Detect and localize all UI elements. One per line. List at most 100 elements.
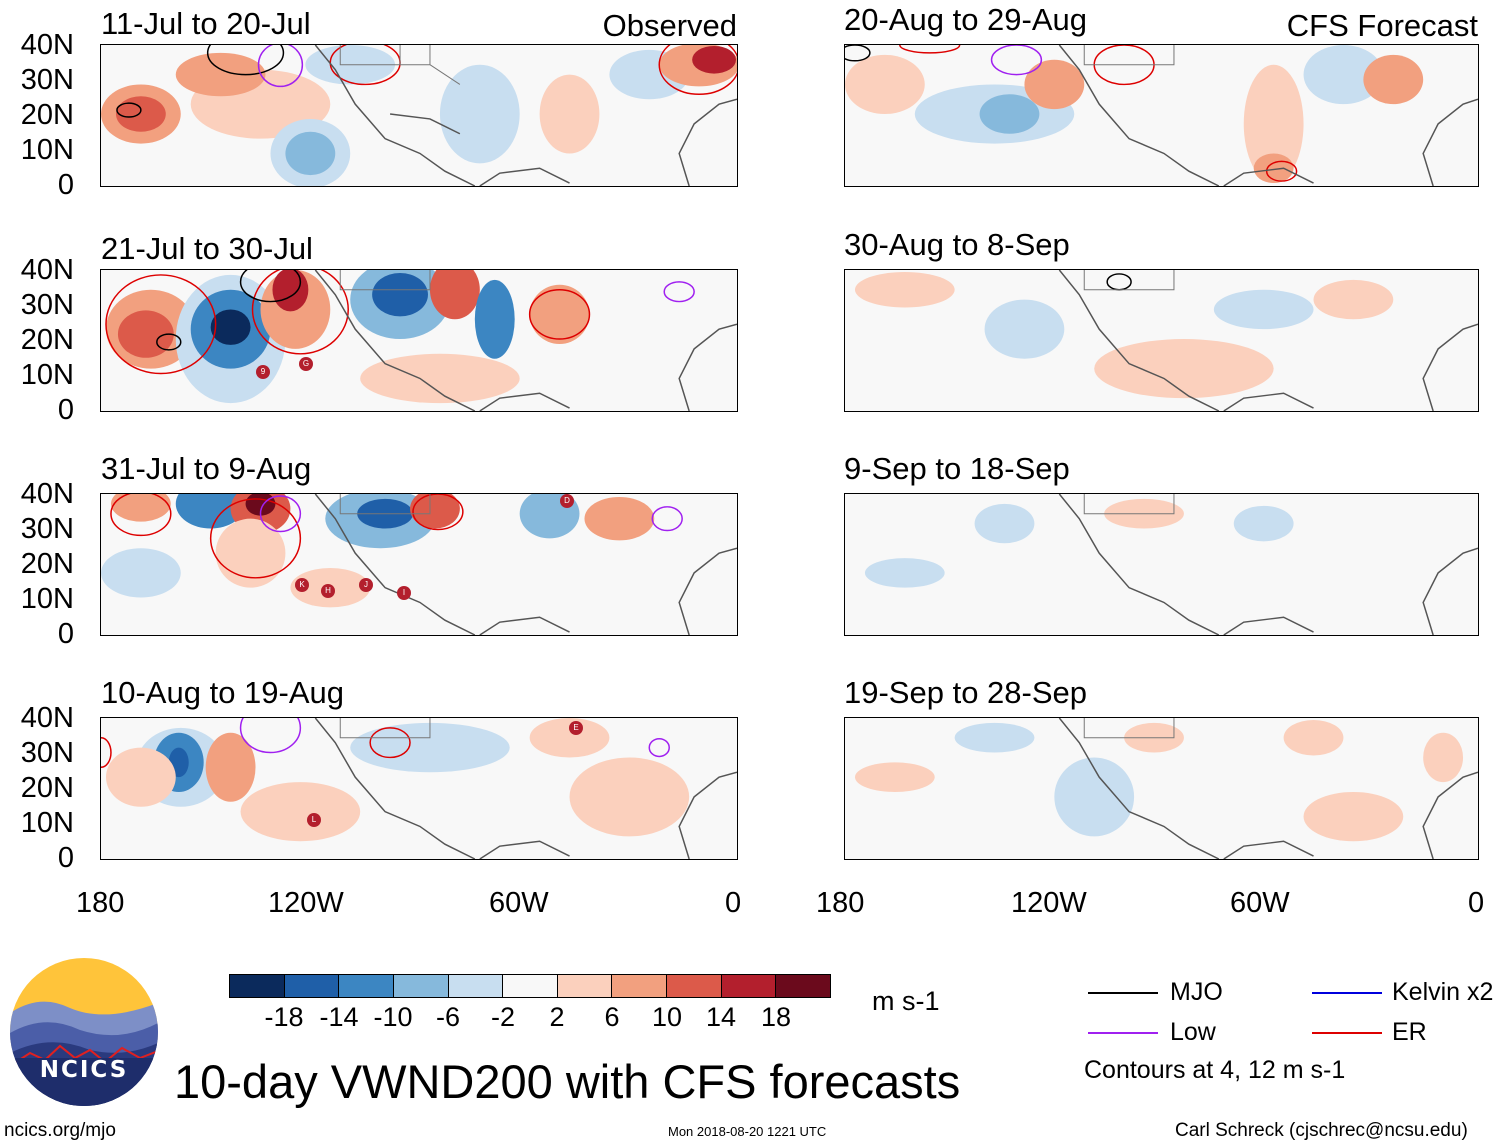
colorbar-swatch	[612, 975, 668, 997]
colorbar-tick: -10	[373, 1002, 413, 1032]
lat-tick: 30N	[20, 513, 74, 545]
panel-title-5: 20-Aug to 29-Aug	[844, 2, 1088, 37]
lat-tick: 20N	[20, 772, 74, 804]
colorbar-swatch	[503, 975, 558, 997]
lon-tick: 60W	[489, 887, 549, 919]
legend-label-er: ER	[1392, 1018, 1427, 1046]
lon-tick: 120W	[268, 887, 344, 919]
lon-tick: 180	[76, 887, 125, 919]
lat-tick: 10N	[20, 807, 74, 839]
colorbar-tick: -6	[435, 1002, 461, 1032]
observed-label: Observed	[602, 8, 737, 43]
storm-label: H	[325, 586, 331, 595]
storm-marker-i: I	[397, 586, 411, 600]
legend-line-er	[1312, 1032, 1382, 1034]
storm-label: L	[311, 815, 317, 824]
cfs-forecast-label: CFS Forecast	[1286, 8, 1478, 43]
lon-tick: 120W	[1011, 887, 1087, 919]
storm-marker-e: E	[569, 721, 583, 735]
map-panel-forecast-2	[844, 269, 1479, 412]
colorbar-swatch	[339, 975, 394, 997]
lat-tick: 30N	[20, 289, 74, 321]
legend-label-mjo: MJO	[1170, 978, 1223, 1006]
legend-label-kelvin: Kelvin x2	[1392, 978, 1494, 1006]
lon-tick: 0	[1468, 887, 1485, 919]
panel-title-7: 9-Sep to 18-Sep	[844, 451, 1070, 486]
lon-tick: 60W	[1230, 887, 1290, 919]
panel-title-1: 11-Jul to 20-Jul	[101, 6, 311, 41]
storm-marker-g: G	[299, 357, 313, 371]
storm-label: E	[573, 723, 579, 732]
storm-label: J	[364, 580, 368, 589]
lat-tick: 0	[57, 618, 74, 650]
lat-tick: 10N	[20, 134, 74, 166]
lat-tick: 20N	[20, 99, 74, 131]
storm-label: D	[564, 496, 570, 505]
colorbar-tick: -2	[490, 1002, 516, 1032]
legend-line-kelvin	[1312, 992, 1382, 994]
lat-tick: 0	[57, 394, 74, 426]
storm-label: K	[299, 580, 305, 589]
panel-title-2: 21-Jul to 30-Jul	[101, 231, 313, 266]
storm-marker-d: D	[560, 494, 574, 508]
map-panel-forecast-1	[844, 44, 1479, 187]
website-link[interactable]: ncics.org/mjo	[4, 1120, 116, 1141]
lat-tick: 10N	[20, 583, 74, 615]
colorbar-tick: 10	[651, 1002, 683, 1032]
lat-tick: 0	[57, 842, 74, 874]
colorbar-swatch	[557, 975, 613, 997]
lat-tick: 40N	[20, 478, 74, 510]
lat-tick: 0	[57, 169, 74, 201]
colorbar-tick: -14	[319, 1002, 359, 1032]
storm-label: 9	[260, 367, 266, 376]
ncics-logo: NCICS	[10, 958, 158, 1106]
main-title: 10-day VWND200 with CFS forecasts	[174, 1055, 961, 1108]
storm-marker-k: K	[295, 578, 309, 592]
lon-tick: 180	[816, 887, 865, 919]
map-panel-forecast-4	[844, 717, 1479, 860]
lat-tick: 30N	[20, 737, 74, 769]
map-panel-observed-4: E L	[100, 717, 738, 860]
lat-tick: 20N	[20, 324, 74, 356]
panel-title-4: 10-Aug to 19-Aug	[101, 675, 345, 710]
colorbar-swatch	[667, 975, 722, 997]
legend-line-low	[1088, 1032, 1158, 1034]
map-panel-observed-2: 9 G	[100, 269, 738, 412]
colorbar-tick: 2	[549, 1002, 565, 1032]
lat-tick: 40N	[20, 29, 74, 61]
map-panel-forecast-3	[844, 493, 1479, 636]
legend-label-low: Low	[1170, 1018, 1216, 1046]
storm-marker-l: L	[307, 813, 321, 827]
storm-marker-9: 9	[256, 365, 270, 379]
timestamp: Mon 2018-08-20 1221 UTC	[668, 1124, 827, 1139]
lat-tick: 10N	[20, 359, 74, 391]
logo-text: NCICS	[39, 1057, 129, 1083]
colorbar-swatch	[776, 975, 831, 997]
colorbar-swatch	[284, 975, 340, 997]
colorbar	[229, 974, 831, 998]
legend-line-mjo	[1088, 992, 1158, 994]
contours-note: Contours at 4, 12 m s-1	[1084, 1056, 1346, 1084]
colorbar-swatch	[393, 975, 449, 997]
colorbar-units: m s-1	[872, 986, 940, 1016]
storm-label: G	[302, 359, 310, 368]
storm-marker-j: J	[359, 578, 373, 592]
colorbar-swatch	[721, 975, 777, 997]
colorbar-tick: -18	[264, 1002, 304, 1032]
storm-label: I	[402, 588, 406, 597]
colorbar-tick: 18	[760, 1002, 792, 1032]
colorbar-tick: 6	[604, 1002, 620, 1032]
storm-marker-h: H	[321, 584, 335, 598]
author-credit: Carl Schreck (cjschrec@ncsu.edu)	[1175, 1120, 1468, 1141]
panel-title-3: 31-Jul to 9-Aug	[101, 451, 312, 486]
panel-title-6: 30-Aug to 8-Sep	[844, 227, 1070, 262]
lat-tick: 40N	[20, 254, 74, 286]
colorbar-swatch	[230, 975, 285, 997]
map-panel-observed-1	[100, 44, 738, 187]
lon-tick: 0	[725, 887, 742, 919]
lat-tick: 30N	[20, 64, 74, 96]
map-panel-observed-3: D K H J I	[100, 493, 738, 636]
lat-tick: 40N	[20, 702, 74, 734]
colorbar-swatch	[448, 975, 504, 997]
panel-title-8: 19-Sep to 28-Sep	[844, 675, 1088, 710]
